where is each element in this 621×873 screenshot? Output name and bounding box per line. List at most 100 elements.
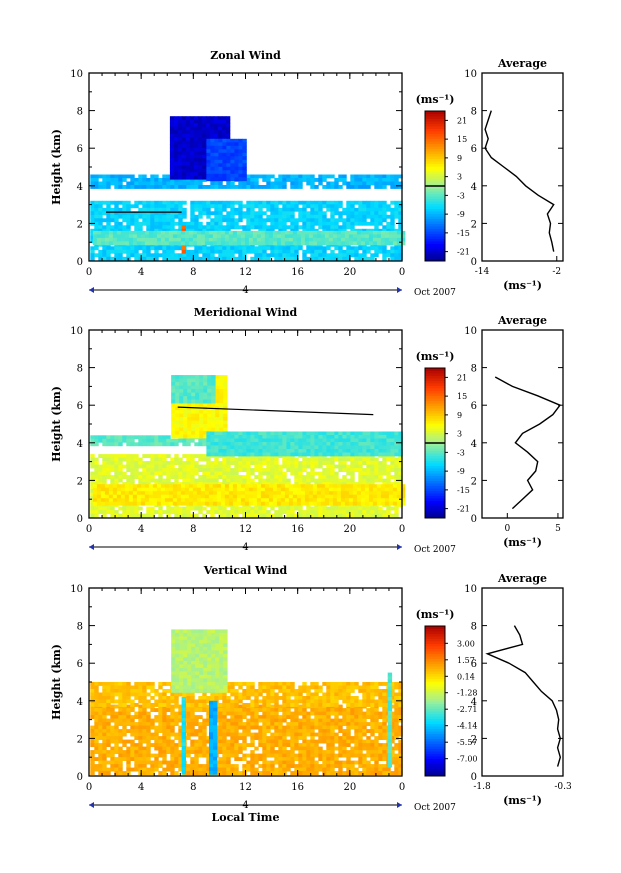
colorbar-tick-label: -3	[457, 191, 465, 200]
colorbar-tick-label: -21	[457, 248, 470, 257]
date-label: Oct 2007	[414, 803, 456, 813]
y-tick-label: 4	[77, 439, 83, 450]
day-line-start-marker	[89, 544, 94, 550]
profile-y-tick-label: 10	[464, 584, 477, 595]
profile-frame	[481, 72, 564, 262]
heatmap-region	[92, 230, 406, 246]
x-tick-label: 8	[190, 782, 196, 793]
profile-x-axis-label: (ms⁻¹)	[503, 279, 542, 292]
y-tick-label: 10	[70, 326, 83, 337]
colorbar-tick-label: 9	[457, 411, 462, 420]
colorbar-frame	[424, 625, 446, 777]
y-tick-label: 4	[77, 182, 83, 193]
profile-y-tick-label: 2	[471, 219, 477, 230]
colorbar-tick-label: 21	[457, 373, 467, 382]
day-label: 4	[242, 542, 248, 553]
y-tick-label: 2	[77, 219, 83, 230]
colorbar-tick-label: -2.71	[457, 705, 478, 714]
x-tick-label: 16	[291, 524, 304, 535]
colorbar	[425, 626, 445, 777]
x-tick-label: 12	[239, 782, 252, 793]
y-axis-label: Height (km)	[50, 129, 63, 205]
colorbar-tick-label: 15	[457, 392, 467, 401]
day-label: 4	[242, 285, 248, 296]
profile-y-tick-label: 0	[471, 772, 477, 783]
date-label: Oct 2007	[414, 545, 456, 555]
colorbar-unit: (ms⁻¹)	[416, 93, 455, 106]
profile-y-tick-label: 4	[471, 439, 477, 450]
x-tick-label: 20	[343, 782, 356, 793]
heatmap-region	[90, 704, 403, 775]
profile-y-tick-label: 10	[464, 69, 477, 80]
y-tick-label: 8	[77, 622, 83, 633]
x-tick-label: 0	[86, 782, 92, 793]
y-tick-label: 10	[70, 584, 83, 595]
profile-line	[494, 376, 562, 510]
y-tick-label: 0	[77, 514, 83, 525]
x-tick-label: 0	[399, 782, 405, 793]
y-tick-label: 10	[70, 69, 83, 80]
x-tick-label: 0	[399, 267, 405, 278]
profile-x-tick-label: 5	[555, 524, 561, 534]
profile-y-tick-label: 4	[471, 697, 477, 708]
y-tick-label: 0	[77, 772, 83, 783]
x-tick-label: 12	[239, 267, 252, 278]
x-axis-label: Local Time	[212, 811, 280, 824]
profile-y-tick-label: 8	[471, 622, 477, 633]
colorbar-tick-label: -9	[457, 210, 465, 219]
heatmap	[90, 375, 406, 518]
profile-frame	[481, 587, 564, 777]
contour-line	[177, 406, 374, 416]
profile-title: Average	[497, 572, 547, 585]
profile-y-tick-label: 10	[464, 326, 477, 337]
profile-x-axis-label: (ms⁻¹)	[503, 794, 542, 807]
y-tick-label: 4	[77, 697, 83, 708]
heatmap-region	[92, 484, 406, 506]
colorbar-tick-label: 9	[457, 154, 462, 163]
profile-title: Average	[497, 57, 547, 70]
x-tick-label: 0	[399, 524, 405, 535]
profile-title: Average	[497, 314, 547, 327]
colorbar-tick-label: -9	[457, 467, 465, 476]
y-tick-label: 6	[77, 659, 83, 670]
day-line-end-marker	[397, 802, 402, 808]
colorbar-tick-label: 15	[457, 135, 467, 144]
colorbar-tick-label: 0.14	[457, 672, 475, 681]
profile-x-axis-label: (ms⁻¹)	[503, 536, 542, 549]
y-tick-label: 2	[77, 734, 83, 745]
day-label: 4	[242, 800, 248, 811]
colorbar-tick-label: -15	[457, 229, 470, 238]
x-tick-label: 20	[343, 524, 356, 535]
heatmap-region	[181, 697, 186, 775]
colorbar-tick-label: -21	[457, 505, 470, 514]
colorbar-tick-label: -1.28	[457, 689, 478, 698]
day-line-start-marker	[89, 802, 94, 808]
profile-y-tick-label: 0	[471, 257, 477, 268]
x-tick-label: 12	[239, 524, 252, 535]
profile-x-tick-label: -14	[475, 267, 490, 277]
colorbar-tick-label: 3	[457, 173, 462, 182]
day-line-start-marker	[89, 287, 94, 293]
colorbar-tick-label: -7.00	[457, 755, 478, 764]
colorbar-tick-label: 21	[457, 116, 467, 125]
colorbar-tick-label: -15	[457, 486, 470, 495]
colorbar-tick-label: 3	[457, 430, 462, 439]
y-tick-label: 8	[77, 107, 83, 118]
heatmap-region	[90, 200, 403, 261]
y-tick-label: 0	[77, 257, 83, 268]
y-axis-label: Height (km)	[50, 386, 63, 462]
panel-title: Vertical Wind	[203, 564, 288, 577]
profile-y-tick-label: 0	[471, 514, 477, 525]
x-tick-label: 4	[138, 782, 144, 793]
profile-frame	[481, 329, 564, 519]
profile-y-tick-label: 2	[471, 734, 477, 745]
x-tick-label: 0	[86, 524, 92, 535]
colorbar-unit: (ms⁻¹)	[416, 608, 455, 621]
colorbar-tick-label: 1.57	[457, 656, 475, 665]
day-line-end-marker	[397, 544, 402, 550]
panel-title: Zonal Wind	[210, 49, 281, 62]
